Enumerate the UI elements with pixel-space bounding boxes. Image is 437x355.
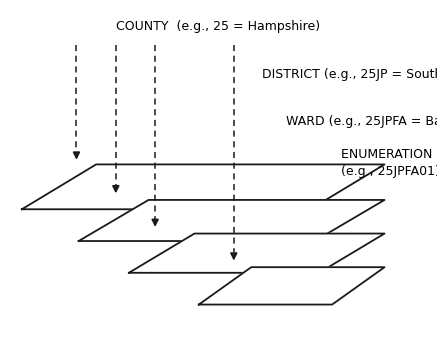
Polygon shape xyxy=(79,200,385,241)
Text: ENUMERATION DISTRICT
(e.g., 25JPFA01): ENUMERATION DISTRICT (e.g., 25JPFA01) xyxy=(341,148,437,178)
Text: COUNTY  (e.g., 25 = Hampshire): COUNTY (e.g., 25 = Hampshire) xyxy=(116,20,321,33)
Polygon shape xyxy=(129,234,385,273)
Text: DISTRICT (e.g., 25JP = Southampton): DISTRICT (e.g., 25JP = Southampton) xyxy=(262,68,437,81)
Text: WARD (e.g., 25JPFA = Bargate): WARD (e.g., 25JPFA = Bargate) xyxy=(286,115,437,128)
Polygon shape xyxy=(199,267,385,305)
Polygon shape xyxy=(22,164,385,209)
